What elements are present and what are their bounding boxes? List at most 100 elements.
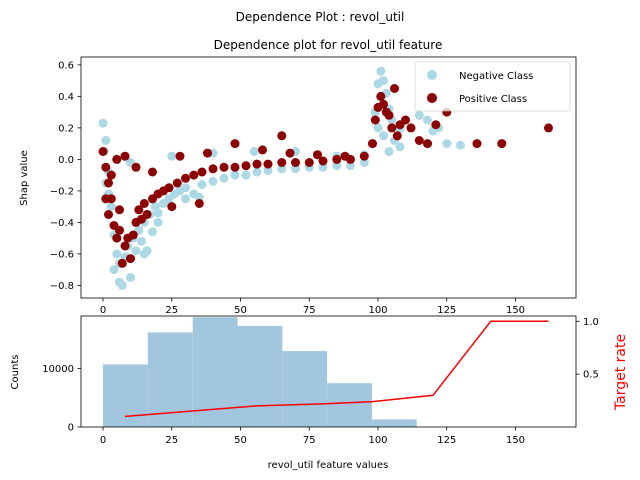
negative-class-point bbox=[197, 180, 207, 190]
target-rate-line bbox=[124, 320, 549, 418]
scatter-y-tick-label: 0.6 bbox=[58, 60, 74, 71]
positive-class-point bbox=[172, 178, 182, 188]
positive-class-point bbox=[106, 170, 116, 180]
positive-class-point bbox=[115, 225, 124, 235]
scatter-y-axis: −0.8 −0.6 −0.4 −0.2 0.0 0.2 0.4 0.6 bbox=[50, 60, 81, 292]
scatter-x-tick-label: 50 bbox=[234, 305, 247, 316]
histogram-y2-axis: 0.5 1.0 bbox=[576, 317, 599, 381]
negative-class-point bbox=[137, 236, 146, 246]
scatter-y-tick-label: −0.6 bbox=[50, 249, 74, 260]
positive-class-point bbox=[313, 150, 322, 160]
scatter-x-axis: 0 25 50 75 100 125 150 bbox=[100, 298, 525, 316]
positive-class-point bbox=[258, 145, 267, 155]
positive-class-point bbox=[241, 161, 251, 171]
positive-class-point bbox=[384, 110, 394, 120]
positive-class-point bbox=[175, 151, 185, 161]
histogram-bar bbox=[327, 383, 372, 427]
scatter-y-axis-label: Shap value bbox=[19, 150, 30, 206]
legend-frame bbox=[414, 61, 571, 112]
histogram-x-tick-label: 150 bbox=[506, 435, 525, 446]
positive-class-point bbox=[277, 131, 287, 141]
negative-class-point bbox=[332, 161, 342, 171]
negative-class-point bbox=[252, 167, 262, 177]
scatter-x-tick-label: 150 bbox=[506, 305, 525, 316]
histogram-y-tick-label: 0 bbox=[68, 423, 74, 434]
positive-class-point bbox=[359, 151, 369, 161]
scatter-y-tick-label: 0.2 bbox=[58, 123, 74, 134]
negative-class-point bbox=[139, 249, 149, 259]
legend-label-positive-class: Positive Class bbox=[459, 94, 527, 105]
negative-class-point bbox=[148, 227, 157, 237]
positive-class-point bbox=[208, 164, 218, 174]
scatter-y-tick-label: −0.2 bbox=[50, 186, 74, 197]
histogram-y-axis-label: Counts bbox=[10, 355, 21, 390]
negative-class-point bbox=[153, 217, 163, 227]
scatter-legend: Negative Class Positive Class bbox=[414, 61, 571, 112]
negative-class-point bbox=[112, 249, 122, 259]
scatter-y-tick-label: 0.4 bbox=[58, 92, 74, 103]
legend-label-negative-class: Negative Class bbox=[459, 71, 533, 82]
positive-class-point bbox=[392, 131, 402, 141]
legend-marker-negative-class bbox=[427, 70, 437, 80]
negative-class-point bbox=[208, 176, 218, 186]
scatter-x-tick-label: 75 bbox=[303, 305, 316, 316]
positive-class-point bbox=[126, 254, 135, 264]
scatter-chart: Dependence plot for revol_util feature 0… bbox=[19, 38, 577, 316]
negative-class-point bbox=[318, 162, 328, 172]
positive-class-point bbox=[376, 91, 386, 101]
histogram-y2-axis-label: Target rate bbox=[613, 334, 629, 411]
histogram-axes-frame bbox=[80, 315, 577, 428]
negative-class-point bbox=[126, 273, 135, 282]
histogram-y-axis: 0 10000 bbox=[42, 364, 81, 434]
negative-class-point bbox=[384, 147, 394, 156]
positive-class-point bbox=[263, 159, 273, 169]
negative-class-point bbox=[249, 147, 259, 156]
negative-class-point bbox=[167, 151, 177, 161]
negative-class-point bbox=[414, 110, 424, 120]
positive-class-point bbox=[98, 147, 108, 156]
histogram-x-axis-label: revol_util feature values bbox=[268, 460, 389, 471]
positive-class-point bbox=[194, 199, 204, 208]
positive-class-point bbox=[390, 84, 399, 93]
negative-class-point bbox=[106, 202, 116, 212]
positive-class-point bbox=[120, 241, 130, 251]
positive-class-point bbox=[219, 162, 229, 172]
positive-class-point bbox=[406, 123, 416, 133]
histogram-bar bbox=[237, 325, 283, 427]
histogram-x-tick-label: 25 bbox=[165, 435, 178, 446]
positive-class-point bbox=[544, 123, 553, 133]
positive-class-point bbox=[497, 139, 507, 149]
negative-class-point bbox=[379, 131, 388, 141]
scatter-y-tick-label: −0.4 bbox=[50, 218, 74, 229]
positive-class-point bbox=[291, 158, 300, 167]
negative-class-point bbox=[219, 173, 229, 183]
positive-class-point bbox=[368, 139, 377, 149]
scatter-title: Dependence plot for revol_util feature bbox=[214, 38, 443, 52]
positive-class-point bbox=[423, 139, 432, 149]
histogram-y2-tick-label: 0.5 bbox=[583, 370, 599, 381]
negative-class-point bbox=[359, 158, 369, 167]
positive-class-point bbox=[332, 154, 342, 164]
negative-class-point bbox=[194, 192, 204, 202]
negative-class-point bbox=[263, 165, 273, 175]
scatter-y-tick-label: −0.8 bbox=[50, 281, 74, 292]
negative-class-point bbox=[423, 115, 432, 125]
histogram-x-tick-label: 75 bbox=[303, 435, 316, 446]
positive-class-point bbox=[401, 115, 410, 125]
histogram-y-tick-label: 10000 bbox=[42, 364, 74, 375]
positive-class-point bbox=[304, 158, 314, 167]
histogram-x-tick-label: 50 bbox=[234, 435, 247, 446]
histogram-x-tick-label: 100 bbox=[368, 435, 387, 446]
negative-class-point bbox=[109, 265, 119, 275]
positive-class-point bbox=[230, 139, 240, 149]
positive-class-point bbox=[131, 162, 141, 172]
negative-class-point bbox=[117, 280, 127, 290]
positive-class-point bbox=[252, 159, 262, 169]
positive-class-point bbox=[277, 158, 287, 167]
scatter-x-tick-label: 100 bbox=[368, 305, 387, 316]
scatter-points-layer bbox=[98, 66, 553, 290]
positive-class-point bbox=[197, 167, 207, 177]
positive-class-point bbox=[104, 178, 113, 188]
positive-class-point bbox=[387, 123, 397, 133]
histogram-y2-tick-label: 1.0 bbox=[583, 317, 599, 328]
